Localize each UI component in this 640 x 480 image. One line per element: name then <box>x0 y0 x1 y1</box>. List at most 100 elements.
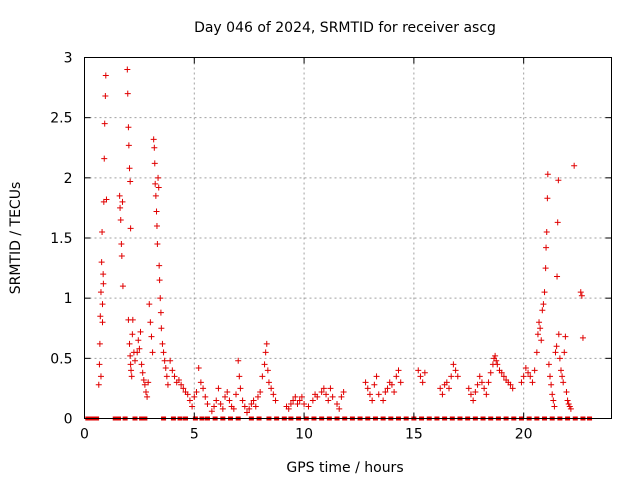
data-point <box>382 389 389 396</box>
data-point <box>294 401 301 408</box>
data-point <box>380 397 387 404</box>
data-point <box>140 376 147 383</box>
data-point <box>551 403 558 410</box>
data-point <box>263 340 270 347</box>
data-point <box>233 391 240 398</box>
data-point <box>153 222 160 229</box>
data-point <box>163 373 170 380</box>
data-point <box>141 381 148 388</box>
data-point <box>539 307 546 314</box>
data-point <box>129 316 136 323</box>
data-point <box>448 373 455 380</box>
data-point <box>119 198 126 205</box>
data-point <box>127 178 134 185</box>
data-point <box>95 381 102 388</box>
data-point <box>169 367 176 374</box>
data-point <box>577 289 584 296</box>
data-point <box>554 273 561 280</box>
data-point <box>540 301 547 308</box>
data-point <box>485 379 492 386</box>
data-point <box>235 357 242 364</box>
data-point <box>129 331 136 338</box>
data-point <box>160 349 167 356</box>
data-point <box>292 393 299 400</box>
data-point <box>564 397 571 404</box>
data-point <box>100 271 107 278</box>
data-point <box>126 165 133 172</box>
data-point <box>99 319 106 326</box>
data-point <box>127 225 134 232</box>
data-point <box>522 364 529 371</box>
data-point <box>559 373 566 380</box>
data-point <box>562 333 569 340</box>
data-point <box>298 393 305 400</box>
data-point <box>483 391 490 398</box>
data-point <box>124 90 131 97</box>
data-point <box>230 405 237 412</box>
data-point <box>155 174 162 181</box>
x-tick-label: 15 <box>405 427 423 443</box>
data-point <box>285 405 292 412</box>
data-point <box>171 373 178 380</box>
data-point <box>200 385 207 392</box>
data-point <box>142 389 149 396</box>
data-point <box>465 385 472 392</box>
data-point <box>371 381 378 388</box>
data-point <box>136 345 143 352</box>
data-point <box>236 373 243 380</box>
data-point <box>149 349 156 356</box>
y-tick-label: 3 <box>64 51 73 67</box>
data-point <box>197 379 204 386</box>
data-point <box>125 142 132 149</box>
data-point <box>323 391 330 398</box>
data-point <box>375 391 382 398</box>
data-point <box>437 385 444 392</box>
data-point <box>561 349 568 356</box>
data-point <box>268 385 275 392</box>
data-point <box>579 334 586 341</box>
data-point <box>195 364 202 371</box>
data-point <box>560 379 567 386</box>
data-point <box>217 401 224 408</box>
data-point <box>265 379 272 386</box>
data-point <box>301 401 308 408</box>
data-point <box>239 397 246 404</box>
data-point <box>567 405 574 412</box>
data-point <box>498 369 505 376</box>
data-point <box>542 265 549 272</box>
data-point <box>487 369 494 376</box>
data-point <box>100 280 107 287</box>
data-point <box>117 204 124 211</box>
data-point <box>472 389 479 396</box>
data-point <box>164 381 171 388</box>
data-point <box>157 295 164 302</box>
data-point <box>222 393 229 400</box>
data-point <box>186 397 193 404</box>
data-point <box>388 381 395 388</box>
data-point <box>132 357 139 364</box>
data-point <box>543 228 550 235</box>
data-point <box>162 364 169 371</box>
data-point <box>152 192 159 199</box>
data-point <box>135 337 142 344</box>
data-point <box>548 381 555 388</box>
data-point <box>334 401 341 408</box>
data-point <box>397 379 404 386</box>
data-point <box>541 289 548 296</box>
data-point <box>533 349 540 356</box>
data-point <box>157 309 164 316</box>
data-point <box>470 397 477 404</box>
data-point <box>144 393 151 400</box>
data-point <box>554 219 561 226</box>
data-point <box>439 391 446 398</box>
data-point <box>500 373 507 380</box>
data-point <box>553 343 560 350</box>
data-point <box>259 373 266 380</box>
data-point <box>272 397 279 404</box>
data-point <box>151 160 158 167</box>
data-point <box>219 405 226 412</box>
grid-layer <box>84 57 612 419</box>
data-point <box>151 144 158 151</box>
data-point <box>139 369 146 376</box>
data-point <box>537 325 544 332</box>
